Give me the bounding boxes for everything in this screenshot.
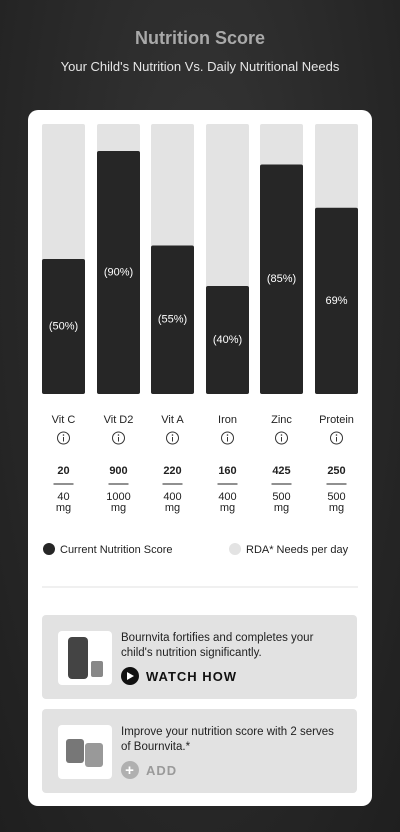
- info-dot: [335, 434, 338, 436]
- info-icon[interactable]: [57, 431, 70, 445]
- bar: [206, 286, 249, 394]
- legend-swatch: [229, 543, 241, 555]
- rda-unit: mg: [220, 502, 235, 514]
- info-dot: [117, 434, 120, 436]
- value-label: (40%): [213, 334, 242, 346]
- info-icon[interactable]: [166, 431, 179, 445]
- legend-label: RDA* Needs per day: [246, 544, 349, 556]
- info-dot: [280, 434, 283, 436]
- play-glyph: [127, 672, 134, 680]
- x-tick-label: Vit D2: [104, 414, 134, 426]
- info-card: Improve your nutrition score with 2 serv…: [42, 709, 357, 793]
- value-label: (55%): [158, 314, 187, 326]
- rda-amount: 1000: [106, 491, 130, 503]
- value-label: (90%): [104, 266, 133, 278]
- x-tick-label: Protein: [319, 414, 354, 426]
- bar: [151, 245, 194, 394]
- current-amount: 20: [57, 465, 69, 477]
- value-label: (85%): [267, 273, 296, 285]
- value-label: 69%: [325, 295, 347, 307]
- rda-unit: mg: [329, 502, 344, 514]
- bar: [260, 164, 303, 394]
- mug-icon: [66, 739, 103, 767]
- info-dot: [226, 434, 229, 436]
- info-dot: [62, 434, 65, 436]
- x-tick-label: Iron: [218, 414, 237, 426]
- info-icon[interactable]: [112, 431, 125, 445]
- subtitle: Your Child's Nutrition Vs. Daily Nutriti…: [60, 59, 340, 74]
- info-icon[interactable]: [275, 431, 288, 445]
- rda-amount: 400: [163, 491, 181, 503]
- play-icon[interactable]: [121, 667, 139, 685]
- current-amount: 250: [327, 465, 345, 477]
- current-amount: 220: [163, 465, 181, 477]
- add-button[interactable]: + ADD: [121, 761, 177, 779]
- x-tick-label: Vit C: [52, 414, 76, 426]
- current-amount: 425: [272, 465, 290, 477]
- rda-unit: mg: [274, 502, 289, 514]
- rda-amount: 40: [57, 491, 69, 503]
- info-card: Bournvita fortifies and completes your c…: [42, 615, 357, 699]
- rda-unit: mg: [56, 502, 71, 514]
- card-text: Bournvita fortifies and completes your c…: [121, 632, 314, 659]
- product-image: [58, 631, 112, 685]
- button-label[interactable]: ADD: [146, 762, 178, 778]
- x-tick-label: Zinc: [271, 414, 292, 426]
- current-amount: 900: [109, 465, 127, 477]
- product-image: [58, 725, 112, 779]
- value-label: (50%): [49, 320, 78, 332]
- button-label[interactable]: WATCH HOW: [146, 668, 238, 684]
- bar: [97, 151, 140, 394]
- rda-amount: 500: [327, 491, 345, 503]
- card-text: Improve your nutrition score with 2 serv…: [121, 726, 334, 753]
- legend-label: Current Nutrition Score: [60, 544, 173, 556]
- watch-button[interactable]: WATCH HOW: [121, 667, 237, 685]
- rda-unit: mg: [111, 502, 126, 514]
- bar: [315, 207, 358, 394]
- title: Nutrition Score: [134, 28, 265, 48]
- rda-amount: 400: [218, 491, 236, 503]
- legend-swatch: [43, 543, 55, 555]
- rda-amount: 500: [272, 491, 290, 503]
- rda-unit: mg: [165, 502, 180, 514]
- product-icon: [68, 637, 103, 679]
- bar: [42, 259, 85, 394]
- x-tick-label: Vit A: [161, 414, 184, 426]
- plus-icon[interactable]: +: [121, 761, 139, 779]
- info-icon[interactable]: [221, 431, 234, 445]
- current-amount: 160: [218, 465, 236, 477]
- info-icon[interactable]: [330, 431, 343, 445]
- info-dot: [171, 434, 174, 436]
